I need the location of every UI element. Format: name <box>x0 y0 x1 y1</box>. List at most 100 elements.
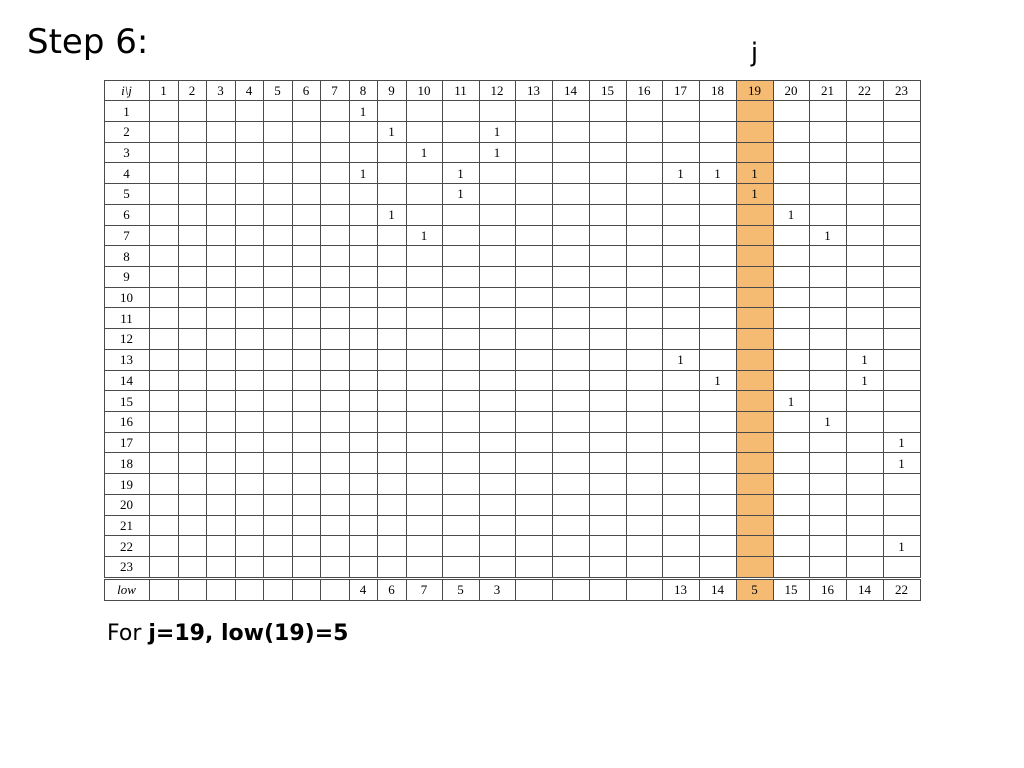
grid-vline <box>234 80 236 578</box>
highlight-low-cell-19 <box>736 579 773 600</box>
grid-hline <box>104 328 921 330</box>
column-header-19: 19 <box>748 82 761 98</box>
low-value-6 <box>292 579 320 600</box>
grid-vline <box>661 80 663 578</box>
column-header-13: 13 <box>527 82 540 98</box>
grid-hline <box>104 473 921 475</box>
low-vline <box>882 579 884 600</box>
row-label-1: 1 <box>123 103 130 119</box>
grid-hline <box>104 162 921 164</box>
low-value-20: 15 <box>784 582 798 597</box>
matrix-entry: 1 <box>824 414 831 430</box>
column-header-6: 6 <box>302 82 310 98</box>
grid-hline <box>104 493 921 495</box>
low-vline <box>262 579 264 600</box>
matrix-entry: 1 <box>861 352 868 368</box>
grid-hline <box>104 224 921 226</box>
matrix-entry: 1 <box>787 393 795 409</box>
caption-separator: , <box>204 621 221 646</box>
row-label-18: 18 <box>120 455 133 471</box>
low-vline <box>103 579 105 600</box>
matrix-entry: 1 <box>677 165 684 181</box>
low-value-10: 7 <box>420 582 428 597</box>
grid-hline <box>104 183 921 185</box>
low-value-7 <box>320 579 349 600</box>
low-value-14 <box>552 579 589 600</box>
low-value-23: 22 <box>895 582 908 597</box>
grid-vline <box>698 80 700 578</box>
grid-hline <box>104 79 921 81</box>
column-header-2: 2 <box>188 82 196 98</box>
low-vline <box>234 579 236 600</box>
grid-hline <box>104 307 921 309</box>
low-vline <box>291 579 293 600</box>
row-label-16: 16 <box>120 414 133 430</box>
grid-hline <box>104 203 921 205</box>
column-header-21: 21 <box>821 82 834 98</box>
low-value-1 <box>149 579 178 600</box>
grid-vline <box>845 80 847 578</box>
row-label-23: 23 <box>120 559 133 575</box>
matrix-entry: 1 <box>898 538 905 554</box>
column-header-22: 22 <box>858 82 871 98</box>
low-vline <box>698 579 700 600</box>
low-hline-bottom <box>104 599 921 601</box>
low-value-3 <box>206 579 235 600</box>
grid-hline <box>104 390 921 392</box>
grid-vline <box>514 80 516 578</box>
grid-hline <box>104 141 921 143</box>
grid-vline <box>882 80 884 578</box>
matrix-entry: 1 <box>898 435 905 451</box>
low-vline <box>735 579 737 600</box>
matrix-entry: 1 <box>824 227 831 243</box>
low-value-11: 5 <box>457 582 464 597</box>
grid-vline <box>319 80 321 578</box>
low-value-12: 3 <box>493 582 501 597</box>
grid-hline <box>104 245 921 247</box>
low-value-18: 14 <box>711 582 724 597</box>
row-label-5: 5 <box>123 186 130 202</box>
grid-vline <box>588 80 590 578</box>
grid-vline <box>177 80 179 578</box>
row-label-20: 20 <box>120 497 133 513</box>
matrix-entry: 1 <box>861 372 868 388</box>
low-value-22: 14 <box>858 582 871 597</box>
matrix-entry: 1 <box>359 165 367 181</box>
low-vline <box>845 579 847 600</box>
low-vline <box>441 579 443 600</box>
column-header-9: 9 <box>388 82 395 98</box>
low-value-8: 4 <box>359 582 367 597</box>
matrix-entry: 1 <box>493 124 501 140</box>
row-label-8: 8 <box>123 248 130 264</box>
column-header-1: 1 <box>160 82 167 98</box>
column-header-11: 11 <box>454 82 467 98</box>
row-label-13: 13 <box>120 352 133 368</box>
low-vline <box>148 579 150 600</box>
grid-vline <box>625 80 627 578</box>
low-vline <box>772 579 774 600</box>
grid-hline <box>104 348 921 350</box>
grid-vline <box>551 80 553 578</box>
matrix-entry: 1 <box>420 145 428 161</box>
grid-hline <box>104 556 921 558</box>
low-value-4 <box>235 579 263 600</box>
grid-vline <box>808 80 810 578</box>
matrix-entry: 1 <box>714 165 721 181</box>
low-value-5 <box>263 579 292 600</box>
row-label-2: 2 <box>123 124 130 140</box>
corner-label: i\j <box>121 82 132 98</box>
grid-vline <box>205 80 207 578</box>
row-label-14: 14 <box>120 372 133 388</box>
row-label-10: 10 <box>120 290 133 306</box>
grid-hline <box>104 286 921 288</box>
grid-hline <box>104 576 921 578</box>
low-vline <box>478 579 480 600</box>
grid-vline <box>478 80 480 578</box>
column-header-8: 8 <box>359 82 367 98</box>
matrix-entry: 1 <box>898 455 905 471</box>
low-vline <box>588 579 590 600</box>
matrix-entry: 1 <box>388 124 395 140</box>
matrix-entry: 1 <box>714 372 721 388</box>
column-header-5: 5 <box>274 82 281 98</box>
low-value-16 <box>626 579 662 600</box>
